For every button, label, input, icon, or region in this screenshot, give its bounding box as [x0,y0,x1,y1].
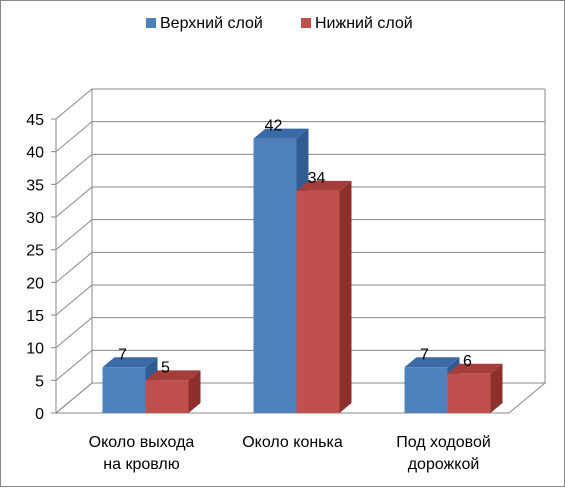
bar-front [253,138,297,413]
bars [102,128,503,413]
gridline [55,88,545,120]
bar-lower-2 [447,363,503,413]
y-tick-label: 5 [35,373,44,390]
y-tick-label: 35 [26,177,44,194]
category-labels: Около выхода на кровлю Около конька Под ход… [89,434,491,473]
bar-side [490,363,503,413]
legend: Верхний слой Нижний слой [146,15,413,32]
data-label: 5 [161,359,170,376]
bar-top [404,357,460,368]
bar-top [447,363,503,374]
bar-top [145,370,201,381]
data-label: 7 [420,346,429,363]
y-tick-label: 10 [26,341,44,358]
data-label: 7 [118,346,127,363]
gridline [55,153,545,185]
gridline [55,317,545,349]
gridline [55,219,545,251]
legend-label: Нижний слой [315,15,413,32]
gridline [55,349,545,381]
y-axis-ticks: 0 5 10 15 20 25 30 35 40 45 [26,112,44,423]
bar-side [339,180,352,413]
bar-front [447,373,491,413]
gridline [55,186,545,218]
bar-side [188,370,201,413]
gridline [55,284,545,316]
category-label: на кровлю [103,456,179,473]
y-tick-label: 40 [26,145,44,162]
data-label: 6 [463,353,472,370]
y-tick-label: 30 [26,210,44,227]
category-label: Около конька [242,434,343,451]
legend-label: Верхний слой [160,15,263,32]
bar-top [296,180,352,191]
bar-front [102,367,146,413]
gridlines [51,88,545,414]
gridline [55,382,545,414]
bar-front [145,380,189,413]
gridline [55,251,545,283]
legend-swatch [146,18,156,28]
category-label: Около выхода [89,434,195,451]
bar-lower-1 [296,180,352,413]
data-labels: 7 5 42 34 7 6 [118,118,472,377]
data-label: 34 [308,170,326,187]
y-tick-label: 25 [26,243,44,260]
legend-swatch [301,18,311,28]
y-tick-label: 45 [26,112,44,129]
y-tick-label: 20 [26,275,44,292]
data-label: 42 [265,118,283,135]
y-tick-label: 15 [26,308,44,325]
y-tick-label: 0 [35,406,44,423]
bar-top [253,128,309,139]
bar-front [404,367,448,413]
category-label: Под ходовой [396,434,491,451]
bar-lower-0 [145,370,201,413]
category-label: дорожкой [408,456,480,473]
bar-front [296,190,340,413]
bar-top [102,357,158,368]
gridline [55,121,545,153]
